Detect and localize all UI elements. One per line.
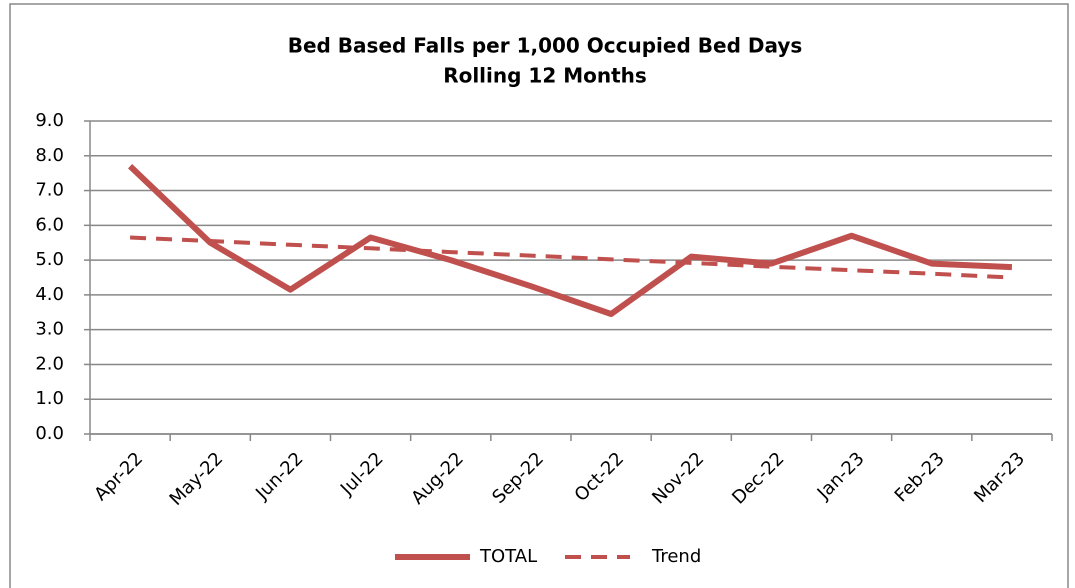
y-tick-label: 8.0	[35, 145, 64, 166]
y-tick-label: 1.0	[35, 388, 64, 409]
y-tick-label: 7.0	[35, 180, 64, 201]
series-line	[129, 235, 1013, 280]
y-tick-label: 6.0	[35, 214, 64, 235]
legend-label: TOTAL	[479, 546, 537, 567]
y-tick-label: 2.0	[35, 353, 64, 374]
y-tick-label: 9.0	[35, 110, 64, 131]
chart-title: Bed Based Falls per 1,000 Occupied Bed D…	[288, 34, 803, 58]
y-tick-label: 3.0	[35, 319, 64, 340]
chart-border	[9, 3, 1069, 588]
chart-subtitle: Rolling 12 Months	[443, 64, 647, 88]
y-tick-label: 0.0	[35, 423, 64, 444]
series-line	[128, 164, 1013, 318]
legend-label: Trend	[651, 546, 701, 567]
y-tick-label: 5.0	[35, 249, 64, 270]
y-tick-label: 4.0	[35, 284, 64, 305]
